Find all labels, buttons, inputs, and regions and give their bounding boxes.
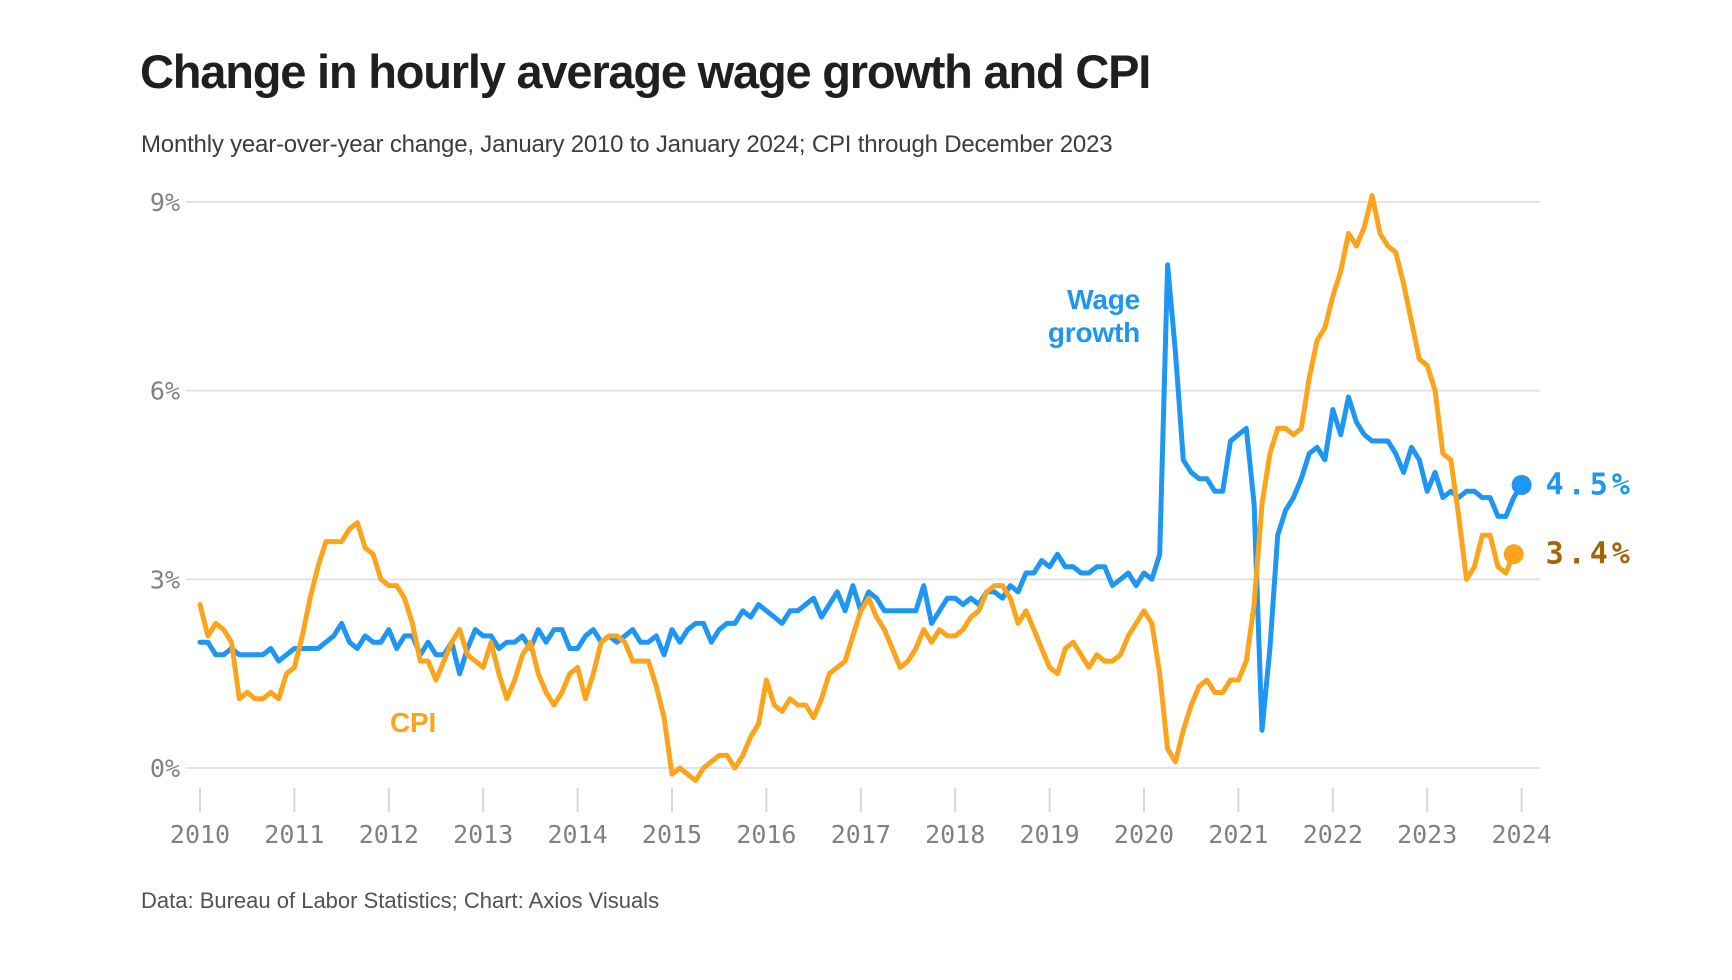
cpi-end-dot	[1503, 544, 1524, 565]
footer-credit: Data: Bureau of Labor Statistics; Chart:…	[141, 888, 660, 913]
wage-growth-end-dot	[1511, 475, 1532, 495]
x-axis-label-2023: 2023	[1397, 820, 1457, 849]
x-axis-label-2014: 2014	[547, 820, 607, 849]
x-axis-label-2012: 2012	[359, 820, 419, 849]
x-axis-label-2011: 2011	[264, 820, 324, 849]
x-axis-label-2016: 2016	[736, 820, 796, 849]
page-title: Change in hourly average wage growth and…	[140, 45, 1151, 98]
x-axis-label-2024: 2024	[1491, 820, 1551, 849]
x-axis-label-2010: 2010	[170, 820, 230, 849]
x-axis-label-2015: 2015	[642, 820, 702, 849]
wage-end-value-label: 4.5%	[1545, 467, 1634, 503]
x-axis-label-2020: 2020	[1114, 820, 1174, 849]
x-axis-label-2019: 2019	[1019, 820, 1079, 849]
y-axis-label-0%: 0%	[150, 754, 180, 783]
wage-growth-series-label-line1: Wage	[1067, 284, 1140, 315]
x-axis-label-2017: 2017	[831, 820, 891, 849]
page-subtitle: Monthly year-over-year change, January 2…	[141, 131, 1113, 158]
cpi-line	[197, 193, 1517, 784]
x-axis-label-2018: 2018	[925, 820, 985, 849]
wage-growth-series-label: Wage growth	[1048, 283, 1140, 349]
wage-growth-series-label-line2: growth	[1047, 317, 1140, 348]
y-axis-label-3%: 3%	[150, 565, 180, 594]
x-axis-label-2022: 2022	[1303, 820, 1363, 849]
cpi-series-label: CPI	[390, 707, 437, 738]
cpi-end-value-label: 3.4%	[1545, 536, 1634, 572]
x-axis-label-2021: 2021	[1208, 820, 1268, 849]
y-axis-label-6%: 6%	[150, 377, 180, 406]
x-axis-label-2013: 2013	[453, 820, 513, 849]
y-axis-label-9%: 9%	[150, 188, 180, 217]
